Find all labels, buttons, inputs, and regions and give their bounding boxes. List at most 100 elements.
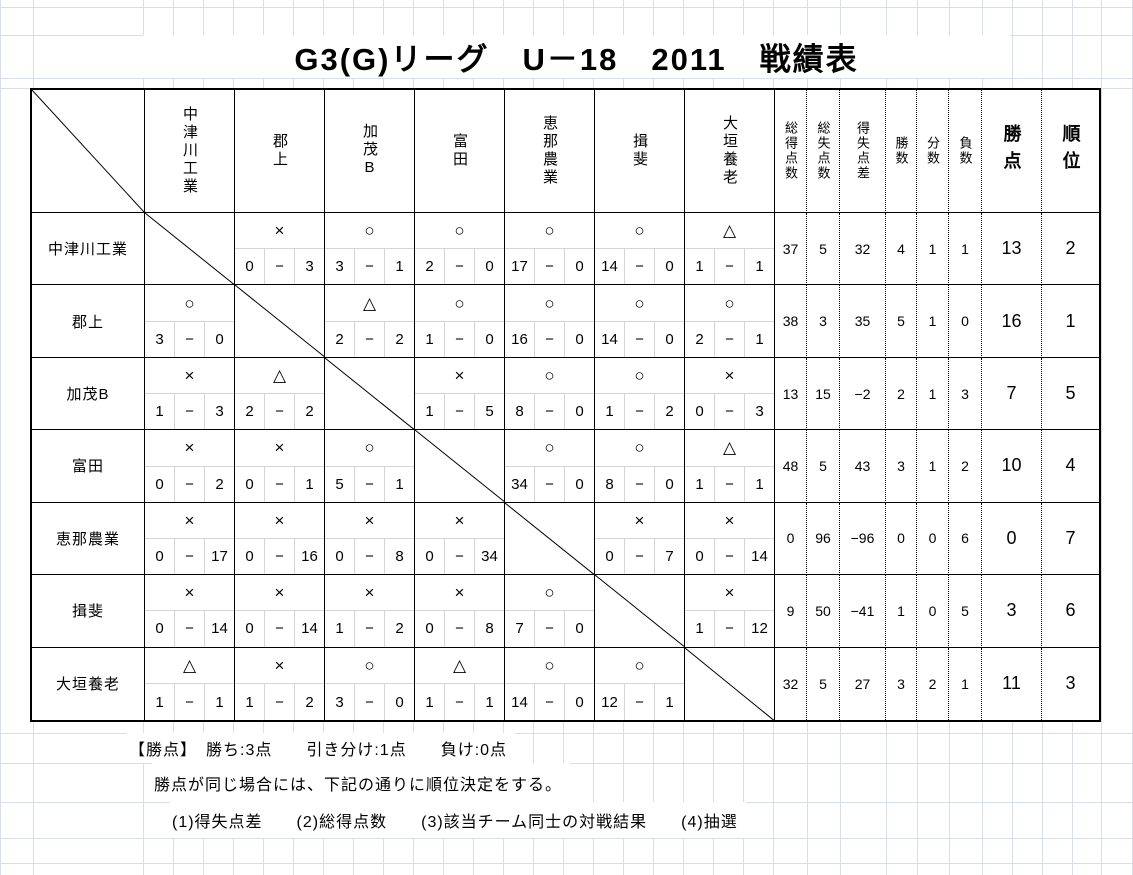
team-column-header: 中津川工業 [145,90,235,213]
team-column-header: 郡上 [235,90,325,213]
stat-value-cell: 2 [886,357,917,431]
match-result-cell: × 0−14 [235,575,325,648]
stat-column-header-label: 分数 [925,136,940,166]
score-against: 0 [575,693,584,711]
stat-value-cell: 32 [775,647,807,720]
self-match-diagonal-cell [685,647,775,720]
score-for: 0 [695,403,704,421]
match-result-cell: × 0−8 [415,575,505,648]
score-for: 0 [155,548,164,566]
result-symbol: × [235,213,324,250]
match-score: 8−0 [505,394,594,430]
match-result-cell: × 0−34 [415,502,505,576]
stat-column-header-label: 得失点差 [855,121,870,181]
score-for: 0 [245,620,254,638]
score-separator: − [444,249,475,285]
self-match-diagonal-cell [505,502,595,576]
team-column-header-label: 中津川工業 [181,106,198,196]
stat-value-cell: 1 [886,575,917,648]
match-score: 2−1 [685,321,774,357]
team-row-label: 富田 [32,430,145,503]
score-separator: − [354,249,385,285]
score-separator: − [534,249,565,285]
score-separator: − [174,684,205,720]
score-for: 0 [695,548,704,566]
score-for: 1 [335,620,344,638]
score-against: 0 [485,258,494,276]
result-symbol: × [235,430,324,467]
score-for: 2 [695,330,704,348]
stat-value-cell: 1 [949,213,982,286]
score-for: 1 [155,693,164,711]
match-score: 3−0 [325,684,414,720]
result-symbol: ○ [145,285,234,322]
match-score: 1−1 [685,249,774,285]
score-for: 14 [511,693,528,711]
score-for: 5 [335,475,344,493]
match-result-cell: ○ 17−0 [505,213,595,286]
match-score: 1−1 [145,684,234,720]
score-against: 0 [575,258,584,276]
match-score: 1−1 [685,466,774,502]
team-row-label: 揖斐 [32,575,145,648]
result-symbol: ○ [505,358,594,395]
rank-column-header: 順位 [1042,90,1099,213]
score-against: 2 [395,620,404,638]
score-separator: − [264,394,295,430]
diagonal-line [415,430,504,501]
match-result-cell: × 0−8 [325,502,415,576]
stat-value-cell: 5 [807,647,840,720]
score-for: 17 [511,258,528,276]
diagonal-line [685,648,774,720]
score-against: 1 [755,258,764,276]
match-result-cell: △ 1−1 [685,430,775,503]
stat-value-cell: 5 [949,575,982,648]
team-column-header-label: 富田 [451,133,468,169]
match-score: 0−8 [415,611,504,647]
match-score: 1−2 [595,394,684,430]
stat-column-header: 勝数 [886,90,917,213]
score-for: 3 [335,258,344,276]
match-result-cell: × 0−14 [145,575,235,648]
match-score: 0−14 [235,611,324,647]
match-score: 1−2 [235,684,324,720]
match-result-cell: × 0−7 [595,502,685,576]
stat-value-cell: 37 [775,213,807,286]
score-against: 14 [301,620,318,638]
match-result-cell: ○ 12−1 [595,647,685,720]
team-column-header: 富田 [415,90,505,213]
stat-column-header-label: 勝数 [893,136,909,166]
score-against: 2 [305,693,314,711]
result-symbol: × [415,575,504,612]
stat-value-cell: 5 [886,285,917,358]
stat-value-cell: 3 [886,647,917,720]
match-score: 3−1 [325,249,414,285]
score-for: 0 [605,548,614,566]
result-symbol: ○ [325,213,414,250]
match-result-cell: ○ 14−0 [595,213,685,286]
diagonal-line [235,285,324,356]
score-separator: − [534,321,565,357]
stat-value-cell: 3 [886,430,917,503]
tiebreak-rules: (1)得失点差 (2)総得点数 (3)該当チーム同士の対戦結果 (4)抽選 [170,802,746,838]
score-against: 2 [305,403,314,421]
score-for: 0 [155,620,164,638]
result-symbol: △ [325,285,414,322]
match-result-cell: × 1−2 [235,647,325,720]
stat-value-cell: 2 [949,430,982,503]
team-column-header-label: 大垣養老 [721,115,738,187]
result-symbol: ○ [595,285,684,322]
corner-diagonal-cell [32,90,145,213]
score-for: 0 [245,548,254,566]
score-separator: − [624,466,655,502]
score-against: 14 [211,620,228,638]
diagonal-line [505,503,594,574]
score-for: 0 [425,548,434,566]
team-row-label: 加茂B [32,357,145,431]
score-for: 1 [695,620,704,638]
stat-value-cell: 32 [840,213,886,286]
result-symbol: ○ [505,575,594,612]
score-separator: − [624,249,655,285]
match-result-cell: △ 1−1 [145,647,235,720]
match-result-cell: ○ 16−0 [505,285,595,358]
